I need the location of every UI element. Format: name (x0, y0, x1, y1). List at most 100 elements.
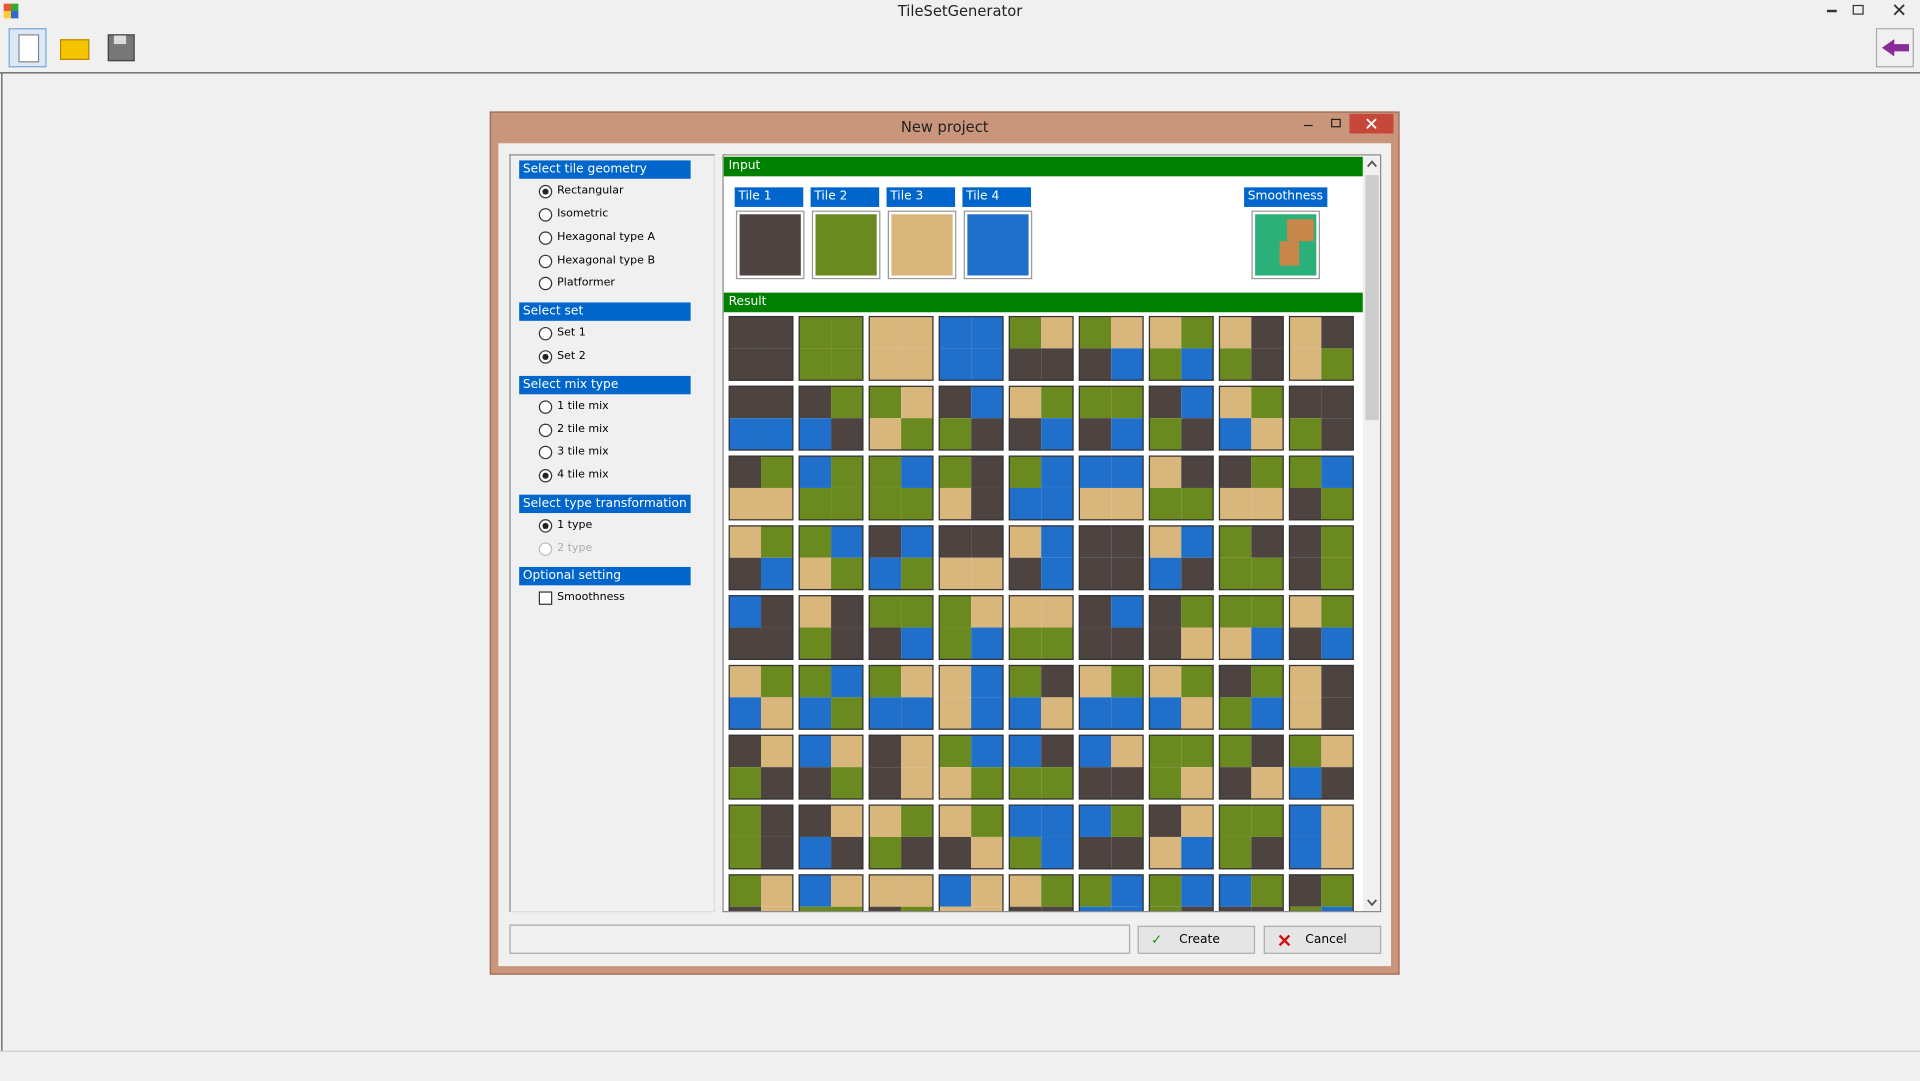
tile-quadrant (1251, 525, 1284, 558)
radio-option[interactable]: Set 1 (538, 326, 698, 342)
tile-border (1218, 385, 1284, 451)
tile-quadrant (1181, 664, 1214, 698)
create-button[interactable]: ✓ Create (1137, 925, 1256, 954)
radio-option[interactable]: 1 tile mix (538, 399, 698, 415)
radio-option[interactable]: Isometric (538, 207, 698, 223)
tile-quadrant (1288, 906, 1322, 912)
cancel-button[interactable]: Cancel (1263, 925, 1382, 954)
input-header: Input (723, 156, 1363, 177)
tile-quadrant (761, 487, 794, 521)
tile-quadrant (1288, 348, 1322, 381)
tile-quadrant (1008, 906, 1042, 912)
tile-quadrant (1181, 418, 1214, 451)
tile-border (938, 804, 1004, 870)
radio-option[interactable]: Rectangular (538, 184, 698, 200)
result-tile (1288, 804, 1354, 870)
scroll-arrows[interactable] (1363, 156, 1381, 912)
radio-option[interactable]: Hexagonal type B (538, 253, 698, 269)
tile-quadrant (798, 487, 832, 521)
radio-option[interactable]: 3 tile mix (538, 444, 698, 460)
tile-quadrant (1111, 804, 1144, 837)
tile-quadrant (1218, 557, 1252, 591)
tile-border (1078, 664, 1144, 730)
tile-quadrant (831, 874, 864, 907)
open-button[interactable] (55, 28, 93, 67)
option-label: 2 tile mix (557, 423, 609, 436)
result-tile (1148, 734, 1214, 800)
tile-quadrant (1111, 906, 1144, 912)
tile-quadrant (868, 627, 902, 661)
result-tile (938, 385, 1004, 451)
result-tile (1008, 664, 1074, 730)
tile-border (798, 664, 864, 730)
scroll-up-arrow (1367, 160, 1378, 168)
tile-quadrant (1288, 734, 1322, 768)
dialog-minimize[interactable] (1304, 124, 1313, 127)
tile-quadrant (1041, 418, 1074, 451)
result-tile (798, 315, 864, 381)
new-button[interactable] (8, 28, 47, 68)
result-tile (728, 595, 794, 661)
dialog-maximize[interactable] (1331, 118, 1341, 128)
tile-quadrant (1181, 525, 1214, 558)
tile-quadrant (1078, 455, 1112, 488)
tile-quadrant (1148, 487, 1182, 521)
tile-border (1078, 874, 1144, 912)
restore-button[interactable] (1852, 4, 1864, 15)
tile-border (938, 315, 1004, 381)
smoothness-blob (1286, 219, 1314, 242)
option-label: 3 tile mix (557, 445, 609, 458)
dialog-close[interactable] (1349, 113, 1394, 134)
radio-option[interactable]: 4 tile mix (538, 468, 698, 484)
tile-quadrant (1181, 487, 1214, 521)
tile-border (1008, 385, 1074, 451)
tile-quadrant (761, 734, 794, 768)
tile-quadrant (761, 664, 794, 698)
radio-option[interactable]: Platformer (538, 276, 698, 292)
radio-option[interactable]: Hexagonal type A (538, 230, 698, 246)
tile-quadrant (798, 767, 832, 800)
tile-quadrant (798, 734, 832, 768)
tile-quadrant (1321, 627, 1354, 661)
tile-quadrant (831, 455, 864, 488)
result-tile (728, 734, 794, 800)
tile-quadrant (1288, 627, 1322, 661)
close-button[interactable] (1893, 4, 1905, 16)
option-label: Isometric (557, 208, 609, 221)
tile-quadrant (971, 315, 1004, 349)
new-icon (18, 34, 40, 63)
result-tile (1288, 525, 1354, 591)
tile-quadrant (761, 627, 794, 661)
tile-quadrant (1008, 557, 1042, 591)
radio-option[interactable]: 2 tile mix (538, 422, 698, 438)
options-panel: Select tile geometry Rectangular Isometric… (509, 154, 716, 913)
result-tile (1288, 455, 1354, 521)
tile-quadrant (1251, 804, 1284, 837)
status-textbox[interactable] (509, 924, 1131, 954)
radio-option[interactable]: Set 2 (538, 349, 698, 365)
tile-quadrant (1008, 874, 1042, 907)
tile-quadrant (1321, 836, 1354, 870)
tile-border (728, 525, 794, 591)
save-button[interactable] (102, 28, 140, 67)
minimize-button[interactable] (1826, 9, 1837, 13)
tile-quadrant (1288, 804, 1322, 837)
tile-quadrant (1251, 315, 1284, 349)
tile-quadrant (831, 348, 864, 381)
option-label: 1 tile mix (557, 400, 609, 413)
checkbox-option[interactable]: Smoothness (538, 590, 698, 606)
tile-quadrant (1288, 385, 1322, 419)
tile-border (938, 664, 1004, 730)
open-icon (60, 39, 90, 61)
radio-option[interactable]: 1 type (538, 518, 698, 534)
tile-quadrant (1148, 697, 1182, 730)
radio-dot (542, 472, 549, 479)
tile-quadrant (728, 906, 762, 912)
tile-quadrant (1148, 557, 1182, 591)
tile-quadrant (1008, 627, 1042, 661)
tile-quadrant (1078, 836, 1112, 870)
exit-button[interactable] (1875, 28, 1914, 68)
tile-quadrant (971, 836, 1004, 870)
tile-quadrant (1181, 385, 1214, 419)
tile-border (1218, 874, 1284, 912)
